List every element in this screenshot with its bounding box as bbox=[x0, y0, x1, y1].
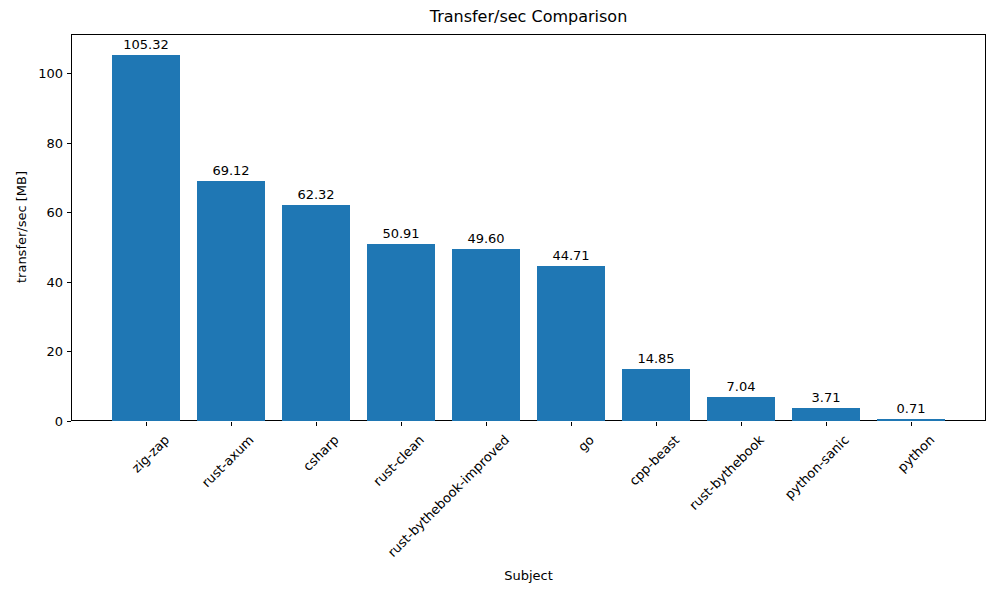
x-tick-mark bbox=[911, 422, 912, 426]
x-tick-mark bbox=[571, 422, 572, 426]
bar-rust-axum bbox=[197, 181, 265, 421]
chart-title: Transfer/sec Comparison bbox=[71, 7, 986, 26]
x-tick-mark bbox=[656, 422, 657, 426]
x-tick-mark bbox=[401, 422, 402, 426]
bar-python-sanic bbox=[792, 408, 860, 421]
y-tick-mark bbox=[67, 143, 71, 144]
x-tick-label: rust-clean bbox=[371, 433, 427, 489]
x-tick-mark bbox=[231, 422, 232, 426]
y-tick-mark bbox=[67, 73, 71, 74]
x-tick-label: go bbox=[576, 433, 597, 454]
y-tick-mark bbox=[67, 351, 71, 352]
bar-value-label: 0.71 bbox=[871, 401, 951, 416]
y-tick-mark bbox=[67, 282, 71, 283]
bar-python bbox=[877, 419, 945, 421]
y-tick-label: 100 bbox=[3, 66, 63, 81]
bar-csharp bbox=[282, 205, 350, 421]
bar-rust-clean bbox=[367, 244, 435, 421]
x-tick-mark bbox=[486, 422, 487, 426]
bar-value-label: 50.91 bbox=[361, 226, 441, 241]
x-tick-label: python-sanic bbox=[783, 433, 852, 502]
x-tick-mark bbox=[826, 422, 827, 426]
x-axis-label: Subject bbox=[71, 568, 986, 583]
bar-zig-zap bbox=[112, 55, 180, 421]
x-tick-mark bbox=[146, 422, 147, 426]
x-tick-label: csharp bbox=[301, 433, 342, 474]
bar-cpp-beast bbox=[622, 369, 690, 421]
bar-value-label: 7.04 bbox=[701, 379, 781, 394]
x-tick-label: rust-axum bbox=[200, 433, 257, 490]
bar-value-label: 44.71 bbox=[531, 248, 611, 263]
bar-value-label: 3.71 bbox=[786, 390, 866, 405]
y-tick-label: 0 bbox=[3, 414, 63, 429]
x-tick-mark bbox=[316, 422, 317, 426]
bar-rust-bythebook bbox=[707, 397, 775, 421]
bar-value-label: 69.12 bbox=[191, 163, 271, 178]
bar-value-label: 49.60 bbox=[446, 231, 526, 246]
x-tick-label: python bbox=[895, 433, 937, 475]
y-tick-label: 60 bbox=[3, 205, 63, 220]
x-tick-label: zig-zap bbox=[129, 433, 172, 476]
x-tick-label: cpp-beast bbox=[626, 433, 681, 488]
bar-go bbox=[537, 266, 605, 421]
bar-value-label: 62.32 bbox=[276, 187, 356, 202]
y-tick-label: 20 bbox=[3, 344, 63, 359]
bar-chart: Transfer/sec Comparison transfer/sec [MB… bbox=[0, 0, 1000, 600]
y-tick-label: 80 bbox=[3, 136, 63, 151]
y-tick-mark bbox=[67, 421, 71, 422]
bar-rust-bythebook-improved bbox=[452, 249, 520, 421]
bar-value-label: 14.85 bbox=[616, 351, 696, 366]
x-tick-label: rust-bythebook bbox=[687, 433, 767, 513]
y-tick-label: 40 bbox=[3, 275, 63, 290]
y-tick-mark bbox=[67, 212, 71, 213]
x-tick-mark bbox=[741, 422, 742, 426]
y-axis-label: transfer/sec [MB] bbox=[14, 171, 29, 283]
bar-value-label: 105.32 bbox=[106, 37, 186, 52]
